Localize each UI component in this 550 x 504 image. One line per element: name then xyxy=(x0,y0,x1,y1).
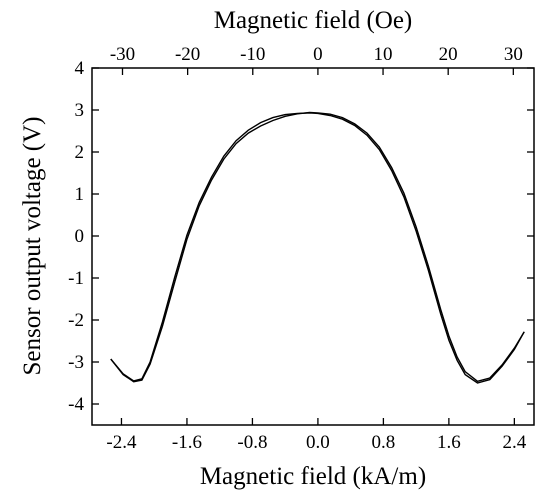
y-tick-label: 2 xyxy=(75,142,85,163)
series-line-1 xyxy=(110,111,525,383)
y-tick-label: 3 xyxy=(75,100,85,121)
x-tick-label: 2.4 xyxy=(502,432,526,453)
labels-layer: -2.4 -1.6 -0.8 0.0 0.8 1.6 2.4-30 -20 -10 0 10 20 30… xyxy=(68,44,527,453)
plot-frame xyxy=(91,67,535,426)
y-tick-label: -3 xyxy=(68,352,84,373)
x-tick-label: 0.0 xyxy=(306,432,330,453)
series-layer xyxy=(110,111,525,384)
x-tick-label: 0.8 xyxy=(372,432,396,453)
y-tick-label: -4 xyxy=(68,394,84,415)
y-tick-label: -2 xyxy=(68,310,84,331)
x-tick-label: -1.6 xyxy=(172,432,202,453)
x2-tick-label: -10 xyxy=(240,44,265,65)
x2-axis-title: Magnetic field (Oe) xyxy=(214,7,413,34)
y-tick-label: 0 xyxy=(75,226,85,247)
y-tick-label: -1 xyxy=(68,268,84,289)
x2-tick-label: 20 xyxy=(439,44,458,65)
ticks-layer xyxy=(92,67,534,425)
y-axis-title: Sensor output voltage (V) xyxy=(19,117,46,376)
x2-tick-label: -30 xyxy=(110,44,135,65)
x-axis-title: Magnetic field (kA/m) xyxy=(200,463,426,490)
y-tick-label: 1 xyxy=(75,184,85,205)
x2-tick-label: -20 xyxy=(175,44,200,65)
x2-tick-label: 10 xyxy=(374,44,393,65)
x-tick-label: 1.6 xyxy=(437,432,461,453)
x2-tick-label: 30 xyxy=(504,44,523,65)
x2-tick-label: 0 xyxy=(313,44,323,65)
x-tick-label: -2.4 xyxy=(106,432,137,453)
x-tick-label: -0.8 xyxy=(237,432,267,453)
series-line-2 xyxy=(110,112,525,384)
y-tick-label: 4 xyxy=(75,58,85,79)
